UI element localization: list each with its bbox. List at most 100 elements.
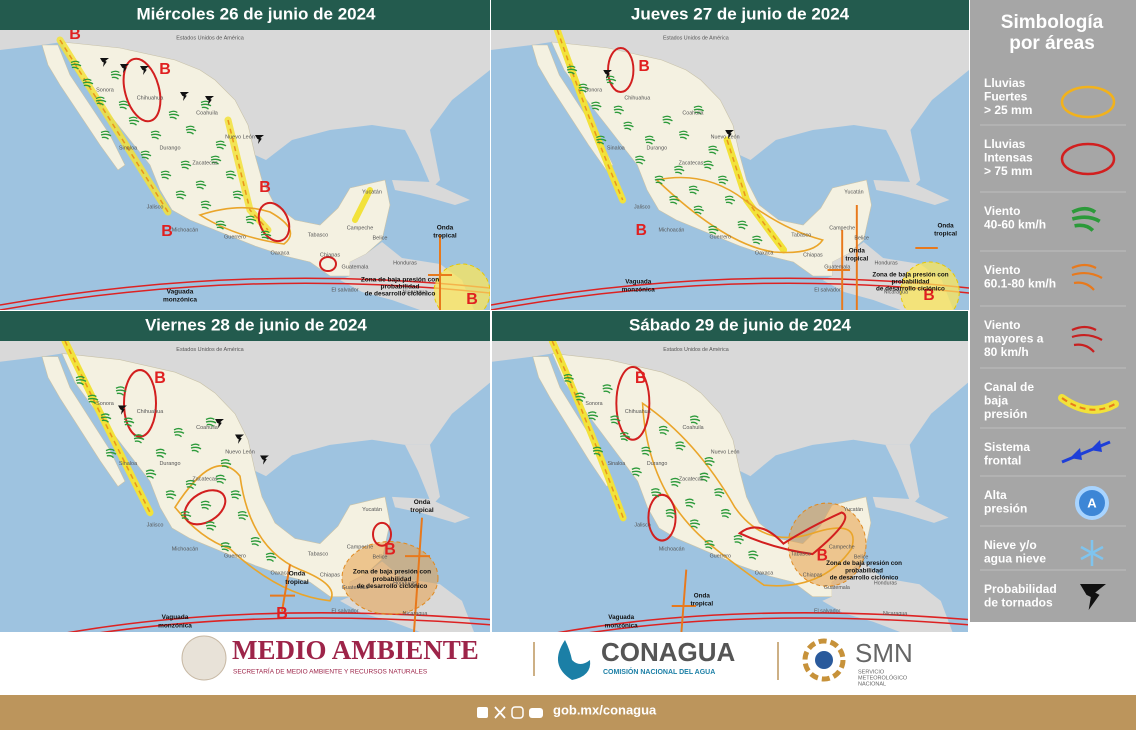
place-name: Guatemala [342,585,370,591]
legend-title: Simbología [1001,12,1104,33]
place-name: Oaxaca [755,570,774,576]
legend-label: > 75 mm [984,164,1032,178]
low-pressure-mark: B [635,368,646,387]
place-name: Oaxaca [755,250,774,256]
feature-label: Zona de baja presión con [872,272,948,279]
place-name: Nuevo León [711,134,740,140]
place-name: Campeche [829,225,855,231]
feature-label: monzónica [163,297,197,304]
panel-title: Viernes 28 de junio de 2024 [145,315,367,334]
low-pressure-mark: B [817,546,828,565]
legend-label: > 25 mm [984,103,1032,117]
feature-label: Vaguada [625,279,651,286]
feature-label: monzónica [622,287,655,294]
legend-label: Viento [984,263,1020,277]
place-name: Chihuahua [137,409,164,415]
feature-label: Onda [289,570,306,577]
place-name: Jalisco [634,522,650,528]
low-pressure-mark: B [636,222,647,239]
legend-label: baja [984,394,1008,408]
feature-label: probabilidad [373,576,412,583]
place-name: Michoacán [659,227,685,233]
place-name: Zacatecas [679,160,704,166]
place-name: Durango [647,461,667,467]
feature-label: Vaguada [167,289,194,296]
panel-title: Jueves 27 de junio de 2024 [631,4,850,23]
place-name: Tabasco [308,551,328,557]
map: Estados Unidos de América Sonora Chihuahua… [0,341,490,632]
low-pressure-mark: B [154,369,166,387]
icon [1071,325,1103,353]
conagua: CONAGUA [601,637,736,667]
title-bar [492,311,968,341]
feature-label: Zona de baja presión con [353,568,431,575]
place-name: Sonora [96,401,115,407]
place-name: Honduras [874,581,897,587]
place-name: Yucatán [844,507,863,513]
feature-label: monzónica [605,622,638,629]
legend-label: mayores a [984,332,1044,346]
place-name: Chiapas [320,252,340,258]
place-name: Nuevo León [711,450,740,456]
place-name: Guerrero [224,234,246,240]
feature-label: tropical [285,579,309,586]
legend-label: presión [984,407,1027,421]
legend-label: Probabilidad [984,582,1057,596]
feature-label: tropical [410,507,434,514]
place-name: Tabasco [791,551,811,557]
feature-label: de desarrollo ciclónico [830,575,899,582]
place-name: Sinaloa [607,145,626,151]
feature-label: Onda [694,592,710,599]
low-pressure-mark: B [159,61,171,78]
place-name: Campeche [829,544,855,550]
place-name: Guatemala [824,585,851,591]
place-name: Durango [159,461,180,467]
smn-sub: NACIONAL [858,681,886,687]
feature-label: Zona de baja presión con [826,560,902,567]
semarnat-sub: SECRETARÍA DE MEDIO AMBIENTE Y RECURSOS … [233,667,428,676]
place-name: El salvador [331,287,358,293]
place-name: Sinaloa [119,145,138,151]
place-name: Sinaloa [119,461,138,467]
place-name: Nuevo León [225,134,255,140]
feature-label: de desarrollo ciclónico [365,291,436,298]
map: Estados Unidos de América Sonora Chihuahua… [491,30,969,310]
place-name: Tabasco [791,232,811,238]
place-name: El salvador [814,287,841,293]
place-name: Coahuila [683,425,705,431]
low-pressure-mark: B [276,604,288,622]
legend-label: Sistema [984,440,1030,454]
legend-label: agua nieve [984,552,1046,566]
place-name: Belice [854,235,869,241]
place-name: Coahuila [682,110,704,116]
place-name: Oaxaca [271,570,291,576]
icon [1071,263,1103,291]
low-pressure-mark: B [639,58,650,75]
place-name: Chiapas [320,572,340,578]
low-pressure-mark: B [161,223,173,240]
map: Estados Unidos de América Sonora Chihuahua… [492,341,968,632]
place-name: Coahuila [196,110,219,116]
place-name: Sonora [96,87,115,93]
legend-icons: A [1058,85,1119,610]
feature-label: Onda [938,223,955,230]
place-name: Nicaragua [402,611,428,617]
place-name: Yucatán [362,507,382,513]
title-bar [491,0,969,30]
feature-label: Vaguada [162,614,189,621]
legend-label: Intensas [984,151,1033,165]
place-name: Yucatán [362,189,382,195]
smn-sub: SERVICIO [858,669,885,675]
place-name: Yucatán [844,189,863,195]
place-name: Belice [854,555,869,561]
place-name: Estados Unidos de América [663,347,729,353]
place-name: Sinaloa [607,461,626,467]
place-name: Jalisco [147,204,164,210]
place-name: Michoacán [172,227,199,233]
footer: MEDIO AMBIENTE SECRETARÍA DE MEDIO AMBIE… [0,635,1136,730]
svg-text:A: A [1087,495,1097,510]
legend-label: Fuertes [984,90,1028,104]
feature-label: tropical [690,601,713,608]
place-name: Chiapas [803,572,823,578]
